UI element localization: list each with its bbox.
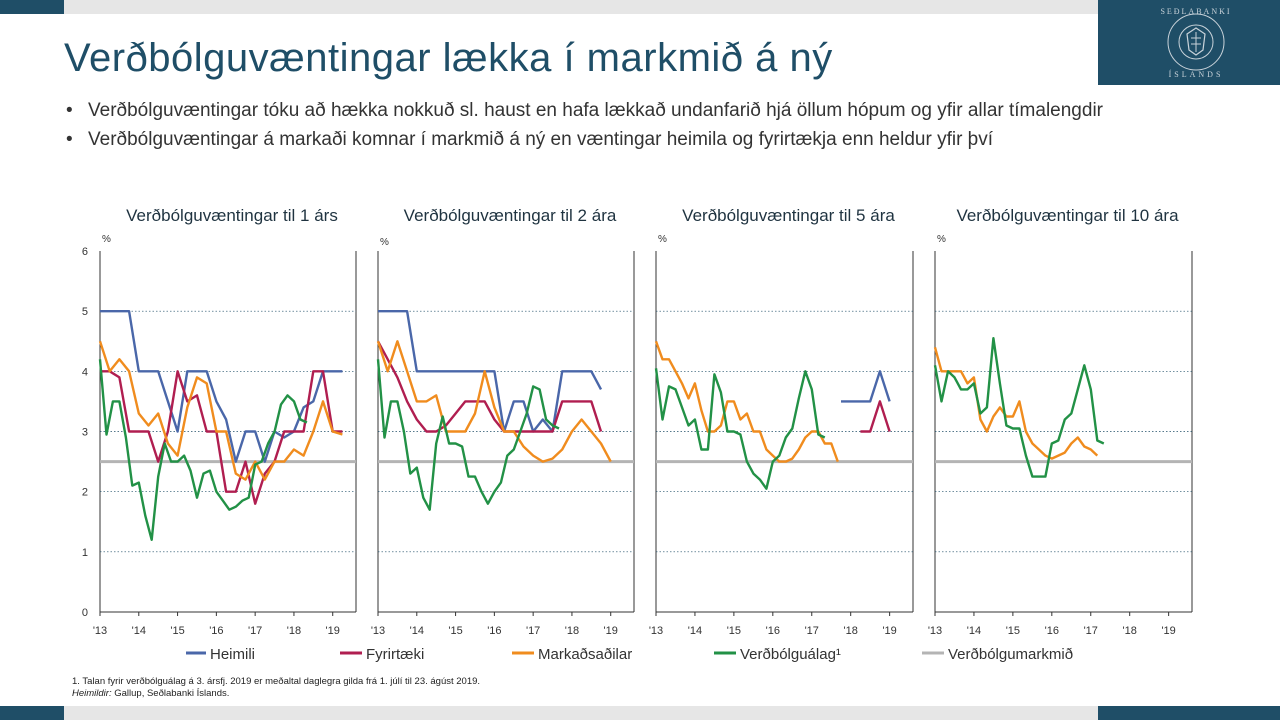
series-line-markadur [933,346,1099,460]
legend-label: Verðbólgumarkmið [948,646,1073,663]
legend-label: Heimili [210,646,255,663]
x-tick-label: '13 [928,625,942,637]
x-tick-label: '18 [844,625,858,637]
x-tick-label: '15 [170,625,184,637]
x-tick-label: '15 [448,625,462,637]
series-line-alag [376,359,560,511]
x-tick-label: '18 [287,625,301,637]
central-bank-logo: SEÐLABANKI ÍSLANDS [1098,0,1280,85]
svg-text:ÍSLANDS: ÍSLANDS [1169,69,1224,79]
bank-seal-icon: SEÐLABANKI ÍSLANDS [1160,7,1231,79]
footnote-sources: Heimildir: Gallup, Seðlabanki Íslands. [72,688,480,700]
chart-title: Verðbólguvæntingar til 2 ára [404,206,617,225]
y-tick-label: 1 [82,547,88,559]
series-line-fyrirtaeki [860,400,891,433]
series-line-fyrirtaeki [376,340,603,433]
series-line-alag [98,359,308,541]
x-tick-label: '13 [649,625,663,637]
x-tick-label: '15 [1006,625,1020,637]
unit-label: % [102,234,111,245]
series-line-heimili [378,310,603,433]
series-line-heimili [841,370,891,403]
chart-title: Verðbólguvæntingar til 5 ára [682,206,895,225]
y-tick-label: 5 [82,306,88,318]
x-tick-label: '16 [487,625,501,637]
series-line-alag [933,337,1105,478]
chart-title: Verðbólguvæntingar til 1 árs [126,206,338,225]
x-tick-label: '18 [565,625,579,637]
y-tick-label: 2 [82,487,88,499]
y-tick-label: 4 [82,366,88,378]
x-tick-label: '14 [410,625,424,637]
legend-label: Verðbólguálag¹ [740,646,841,663]
x-tick-label: '17 [526,625,540,637]
x-tick-label: '19 [1161,625,1175,637]
series-line-markadur [654,340,839,463]
bottom-accent-bar-right [1098,706,1280,720]
series-line-alag [654,368,826,490]
top-grey-bar [64,0,1098,14]
bullet-list: Verðbólguvæntingar tóku að hækka nokkuð … [64,96,1103,154]
x-tick-label: '17 [805,625,819,637]
sources-text: Gallup, Seðlabanki Íslands. [114,688,230,699]
x-tick-label: '17 [248,625,262,637]
x-tick-label: '16 [209,625,223,637]
x-tick-label: '14 [132,625,146,637]
bullet-item: Verðbólguvæntingar á markaði komnar í ma… [64,125,1103,154]
legend-label: Fyrirtæki [366,646,424,663]
legend-label: Markaðsaðilar [538,646,632,663]
x-tick-label: '19 [326,625,340,637]
y-tick-label: 6 [82,246,88,258]
sources-label: Heimildir: [72,688,112,699]
x-tick-label: '19 [882,625,896,637]
x-tick-label: '14 [688,625,702,637]
x-tick-label: '17 [1084,625,1098,637]
page-title: Verðbólguvæntingar lækka í markmið á ný [64,36,833,80]
x-tick-label: '16 [766,625,780,637]
footnote: 1. Talan fyrir verðbólguálag á 3. ársfj.… [72,676,480,700]
unit-label: % [380,237,389,248]
unit-label: % [937,234,946,245]
y-tick-label: 3 [82,427,88,439]
x-tick-label: '16 [1045,625,1059,637]
x-tick-label: '18 [1123,625,1137,637]
series-line-markadur [98,340,343,481]
series-line-markadur [376,340,612,463]
x-tick-label: '19 [604,625,618,637]
top-accent-bar [0,0,64,14]
x-tick-label: '15 [727,625,741,637]
chart-title: Verðbólguvæntingar til 10 ára [956,206,1179,225]
svg-text:SEÐLABANKI: SEÐLABANKI [1160,7,1231,16]
series-line-heimili [100,310,343,463]
y-tick-label: 0 [82,607,88,619]
unit-label: % [658,234,667,245]
bottom-accent-bar [0,706,64,720]
bottom-grey-bar [64,706,1098,720]
x-tick-label: '13 [93,625,107,637]
footnote-text: 1. Talan fyrir verðbólguálag á 3. ársfj.… [72,676,481,687]
x-tick-label: '13 [371,625,385,637]
bullet-item: Verðbólguvæntingar tóku að hækka nokkuð … [64,96,1103,125]
series-line-fyrirtaeki [100,370,343,505]
x-tick-label: '14 [967,625,981,637]
